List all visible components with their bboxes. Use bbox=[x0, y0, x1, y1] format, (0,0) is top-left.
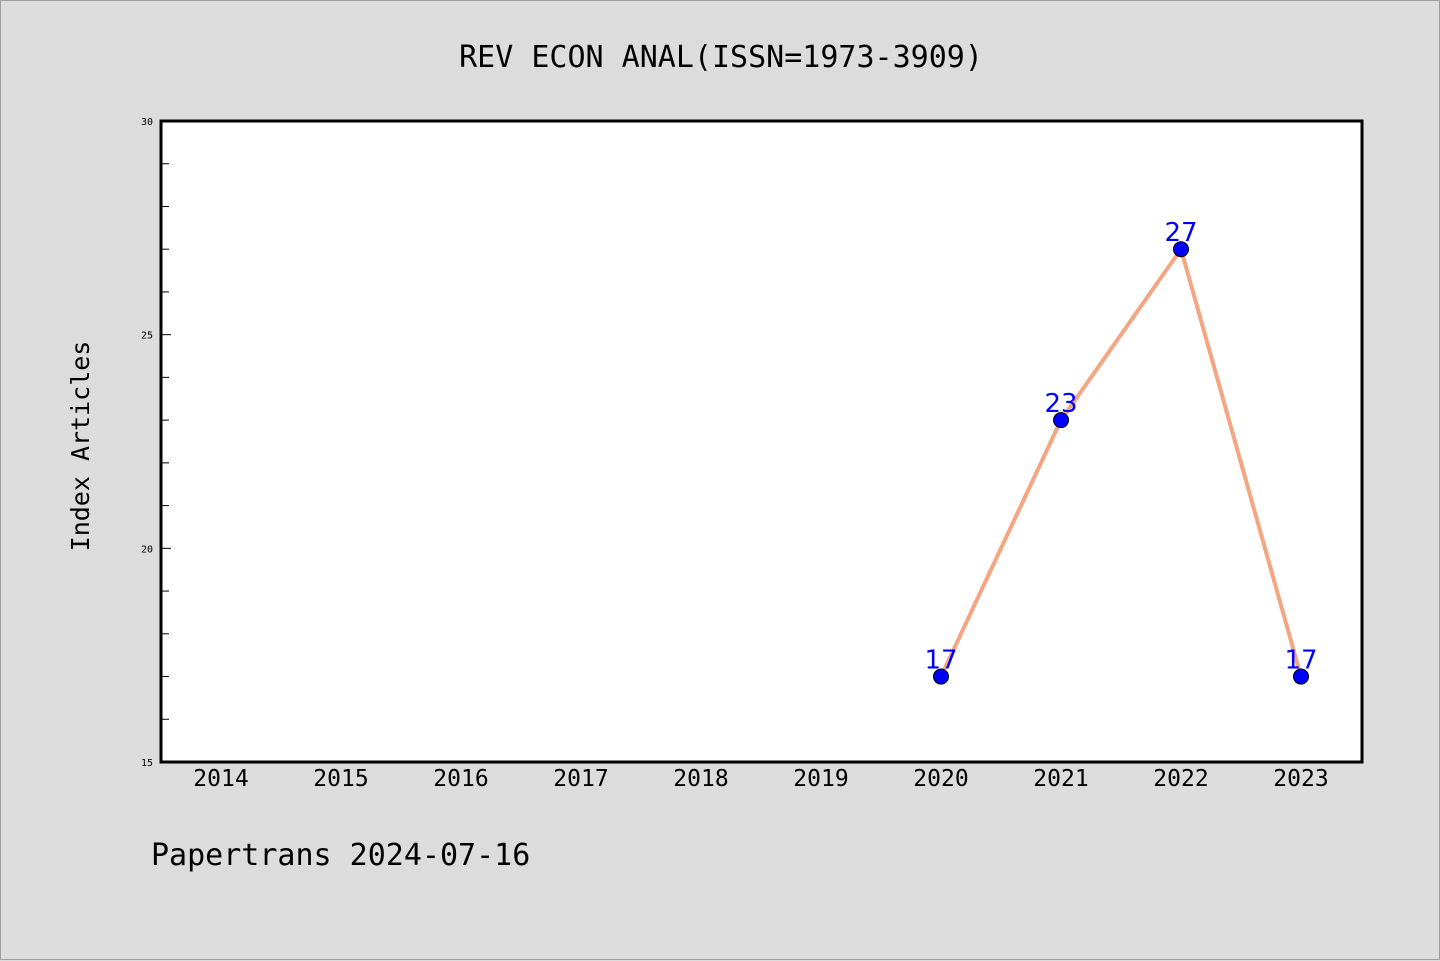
data-point bbox=[1053, 412, 1069, 429]
x-tick-label: 2017 bbox=[553, 766, 608, 792]
data-point bbox=[933, 668, 949, 685]
data-point bbox=[1293, 668, 1309, 685]
data-point bbox=[1173, 241, 1189, 258]
series-layer: 17 23 27 17 bbox=[924, 218, 1318, 685]
footer-text: Papertrans 2024-07-16 bbox=[151, 838, 530, 873]
y-tick-label: 15 bbox=[141, 758, 153, 769]
plot-border bbox=[159, 119, 1364, 764]
y-tick-label: 30 bbox=[141, 117, 153, 128]
y-tick-label: 20 bbox=[141, 544, 153, 555]
data-label: 17 bbox=[924, 646, 957, 676]
x-tick-label: 2018 bbox=[673, 766, 728, 792]
data-label: 17 bbox=[1284, 646, 1317, 676]
x-tick-label: 2015 bbox=[313, 766, 368, 792]
x-tick-label: 2014 bbox=[193, 766, 248, 792]
x-tick-label: 2016 bbox=[433, 766, 488, 792]
x-axis-ticks: 2014 2015 2016 2017 2018 2019 2020 2021 2022 2023 bbox=[193, 766, 1328, 792]
chart-title: REV ECON ANAL(ISSN=1973-3909) bbox=[459, 40, 983, 75]
x-tick-label: 2023 bbox=[1273, 766, 1328, 792]
plot-area bbox=[161, 121, 1362, 762]
data-label: 23 bbox=[1044, 389, 1077, 419]
x-tick-label: 2019 bbox=[793, 766, 848, 792]
x-tick-label: 2020 bbox=[913, 766, 968, 792]
y-axis-label: Index Articles bbox=[66, 341, 95, 552]
data-label: 27 bbox=[1164, 218, 1197, 248]
x-tick-label: 2021 bbox=[1033, 766, 1088, 792]
x-tick-label: 2022 bbox=[1153, 766, 1208, 792]
y-tick-label: 25 bbox=[141, 331, 153, 342]
series-line bbox=[939, 247, 1303, 679]
